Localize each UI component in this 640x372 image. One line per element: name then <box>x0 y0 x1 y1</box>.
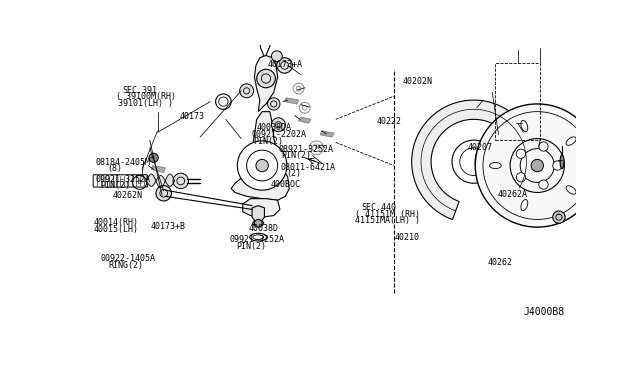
Circle shape <box>491 168 499 175</box>
Polygon shape <box>285 98 298 104</box>
Text: 40173+A: 40173+A <box>268 60 303 69</box>
Text: 08011-6421A: 08011-6421A <box>281 163 336 172</box>
Circle shape <box>511 168 518 175</box>
Text: 40262: 40262 <box>488 258 513 267</box>
Text: 40262N: 40262N <box>112 191 142 201</box>
Circle shape <box>553 211 565 223</box>
Circle shape <box>511 148 518 156</box>
Text: SEC.391: SEC.391 <box>122 86 157 95</box>
Circle shape <box>515 158 522 166</box>
Text: 40038DA: 40038DA <box>256 123 291 132</box>
Circle shape <box>239 84 253 98</box>
Text: 09921-3252A: 09921-3252A <box>230 235 285 244</box>
Polygon shape <box>231 112 289 200</box>
Text: (8): (8) <box>108 164 122 173</box>
Circle shape <box>237 141 287 190</box>
Text: 39101(LH) ): 39101(LH) ) <box>118 99 173 108</box>
Circle shape <box>256 159 268 172</box>
Circle shape <box>553 161 562 170</box>
Text: ( 39100M(RH): ( 39100M(RH) <box>116 92 176 101</box>
Text: 08921-3252A: 08921-3252A <box>278 145 333 154</box>
Text: 40038D: 40038D <box>249 224 278 233</box>
Circle shape <box>531 159 543 172</box>
Circle shape <box>516 173 525 182</box>
Circle shape <box>539 180 548 189</box>
Text: PIN(2): PIN(2) <box>236 242 266 251</box>
Circle shape <box>515 119 522 127</box>
Circle shape <box>539 142 548 151</box>
Text: 40207: 40207 <box>468 143 493 152</box>
Polygon shape <box>252 206 264 223</box>
Polygon shape <box>243 199 280 217</box>
Circle shape <box>491 148 499 156</box>
Text: 40262A: 40262A <box>498 190 527 199</box>
Circle shape <box>173 173 189 189</box>
Text: J4000B8: J4000B8 <box>524 307 565 317</box>
Text: 09921-3252A: 09921-3252A <box>96 175 151 184</box>
Text: 40015(LH): 40015(LH) <box>94 225 139 234</box>
Text: N: N <box>314 145 319 150</box>
Circle shape <box>277 58 292 73</box>
FancyBboxPatch shape <box>93 175 147 187</box>
Circle shape <box>156 186 172 201</box>
Text: 40173+B: 40173+B <box>150 222 186 231</box>
Circle shape <box>268 98 280 110</box>
Circle shape <box>149 153 158 163</box>
Circle shape <box>476 104 599 227</box>
Circle shape <box>271 51 282 62</box>
Text: 41151MA(LH) ): 41151MA(LH) ) <box>355 216 420 225</box>
Circle shape <box>257 69 275 88</box>
Text: ( 41151M (RH): ( 41151M (RH) <box>355 210 420 219</box>
Text: 00921-2202A: 00921-2202A <box>251 130 306 140</box>
Text: 08184-2405M: 08184-2405M <box>96 158 151 167</box>
Text: PIN(2): PIN(2) <box>281 151 311 160</box>
Circle shape <box>497 154 513 169</box>
Circle shape <box>452 140 495 183</box>
Polygon shape <box>412 100 536 219</box>
Circle shape <box>254 219 262 227</box>
Polygon shape <box>298 117 311 123</box>
Circle shape <box>271 118 285 132</box>
Text: RING(2): RING(2) <box>109 261 144 270</box>
Polygon shape <box>254 55 278 112</box>
Text: 40222: 40222 <box>376 117 402 126</box>
Text: 40210: 40210 <box>395 232 420 242</box>
Text: 40202N: 40202N <box>403 77 433 86</box>
Polygon shape <box>320 131 334 137</box>
Text: PIN(2): PIN(2) <box>253 137 284 146</box>
Text: SEC.440: SEC.440 <box>362 203 397 212</box>
Text: PIN(2): PIN(2) <box>100 181 130 190</box>
Text: 40014(RH): 40014(RH) <box>94 218 139 227</box>
Ellipse shape <box>560 155 564 169</box>
Circle shape <box>516 149 525 158</box>
Text: (2): (2) <box>286 169 301 178</box>
Ellipse shape <box>253 220 264 226</box>
Circle shape <box>476 132 534 191</box>
Text: 400BOC: 400BOC <box>271 180 301 189</box>
Text: B: B <box>138 180 141 185</box>
Text: 40173: 40173 <box>179 112 204 121</box>
Text: 00922-1405A: 00922-1405A <box>101 254 156 263</box>
Polygon shape <box>151 166 165 173</box>
